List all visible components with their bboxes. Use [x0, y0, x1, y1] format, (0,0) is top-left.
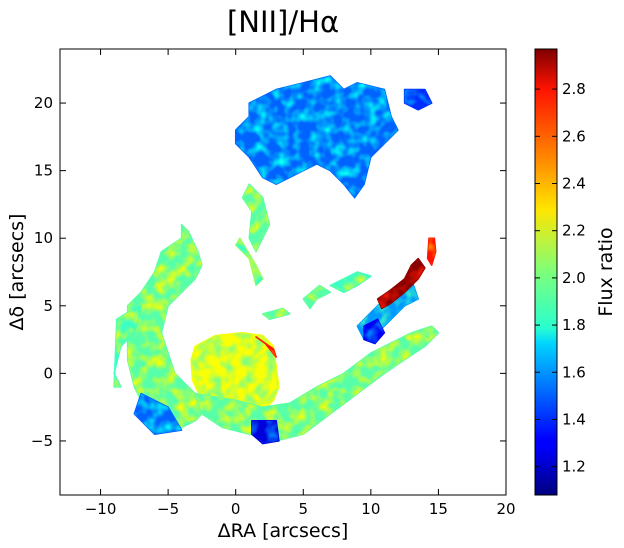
region-texture-southern-bar	[195, 326, 439, 441]
y-tick-label: 10	[34, 229, 53, 247]
region-texture-north-inner-filament	[242, 184, 270, 252]
x-tick-label: −5	[157, 500, 179, 518]
region-texture-northern-arc	[235, 76, 398, 198]
y-tick-label: 15	[34, 162, 53, 180]
region-texture-west-streak	[262, 308, 290, 320]
y-tick-label: −5	[31, 432, 53, 450]
colorbar-tick-label: 1.4	[562, 410, 586, 428]
region-texture-northeast-ridge	[377, 258, 425, 309]
plot-frame	[59, 48, 507, 496]
region-texture-north-filament-tip	[235, 238, 263, 286]
region-texture-middle-filament	[330, 272, 371, 293]
flux-ratio-map	[113, 75, 440, 445]
x-tick-label: 0	[231, 500, 241, 518]
y-tick-label: 0	[43, 364, 53, 382]
colorbar-label: Flux ratio	[595, 227, 617, 316]
y-tick-label: 5	[43, 297, 53, 315]
region-texture-south-knot	[251, 420, 279, 444]
colorbar-tick-label: 2.4	[562, 175, 586, 193]
colorbar-tick-label: 2.0	[562, 269, 586, 287]
x-tick-label: 10	[361, 500, 380, 518]
y-axis: −5 0 5 10 15 20	[31, 94, 506, 450]
x-axis-label: ΔRA [arcsecs]	[218, 520, 349, 542]
colorbar-tick-label: 1.8	[562, 316, 586, 334]
region-texture-east-edge	[427, 238, 436, 266]
region-texture-northeast-clump	[404, 89, 432, 110]
region-texture-far-west-edge	[114, 305, 142, 387]
x-tick-label: 5	[298, 500, 308, 518]
region-texture-middle-streak	[303, 285, 331, 309]
colorbar-tick-label: 2.8	[562, 80, 586, 98]
x-axis: −10 −5 0 5 10 15 20	[85, 49, 516, 518]
region-texture-east-knot	[364, 319, 385, 344]
y-axis-label: Δδ [arcsecs]	[6, 214, 28, 331]
x-tick-label: 20	[496, 500, 515, 518]
colorbar-tick-label: 2.6	[562, 127, 586, 145]
x-tick-label: −10	[85, 500, 117, 518]
region-texture-west-arc	[127, 224, 209, 428]
colorbar-tick-label: 1.6	[562, 363, 586, 381]
colorbar-tick-label: 1.2	[562, 458, 586, 476]
colorbar	[534, 48, 558, 496]
colorbar-ticks: 1.2 1.4 1.6 1.8 2.0 2.2 2.4 2.6 2.8	[535, 80, 586, 476]
region-texture-central-clump	[191, 332, 279, 414]
colorbar-tick-label: 2.2	[562, 222, 586, 240]
chart-title: [NII]/Hα	[227, 5, 339, 39]
y-tick-label: 20	[34, 94, 53, 112]
x-tick-label: 15	[429, 500, 448, 518]
region-texture-southwest-knot	[134, 393, 182, 435]
